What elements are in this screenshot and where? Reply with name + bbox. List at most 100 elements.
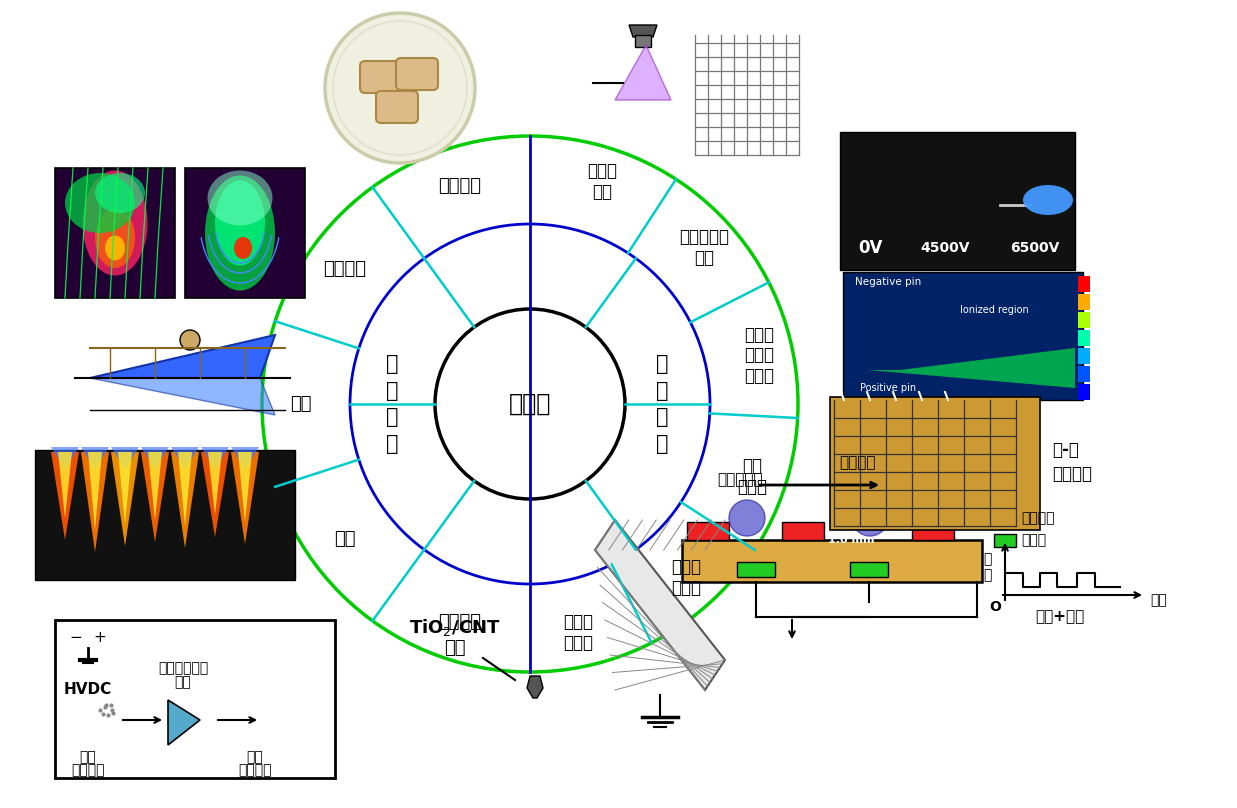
- Text: 温度控制: 温度控制: [323, 260, 366, 279]
- Polygon shape: [111, 452, 139, 546]
- Bar: [635, 35, 651, 47]
- Bar: [54, 620, 335, 778]
- Text: +: +: [94, 630, 106, 645]
- Bar: [1077, 330, 1090, 346]
- Bar: [54, 168, 174, 298]
- Ellipse shape: [215, 180, 265, 266]
- Text: 提高离子风
强度: 提高离子风 强度: [679, 228, 729, 267]
- Polygon shape: [141, 452, 169, 542]
- Polygon shape: [231, 447, 259, 470]
- Polygon shape: [51, 447, 79, 470]
- Ellipse shape: [83, 170, 147, 276]
- Text: 食品干燥: 食品干燥: [438, 177, 481, 196]
- Bar: [912, 522, 954, 540]
- Text: Positive pin: Positive pin: [860, 383, 917, 393]
- Text: 结
构
改
进: 结 构 改 进: [656, 355, 668, 453]
- Text: 防止电
极腐蚀: 防止电 极腐蚀: [564, 613, 594, 652]
- Bar: [850, 562, 888, 577]
- Polygon shape: [118, 452, 132, 524]
- Text: 降低电
压等级: 降低电 压等级: [672, 558, 701, 597]
- Text: 装置
小型化: 装置 小型化: [737, 457, 767, 496]
- Text: 4500V: 4500V: [920, 241, 970, 255]
- Text: −: −: [69, 630, 83, 645]
- Text: TiO$_2$/CNT: TiO$_2$/CNT: [409, 617, 501, 638]
- Text: 6500V: 6500V: [1011, 241, 1060, 255]
- Polygon shape: [58, 452, 72, 518]
- Bar: [1077, 348, 1090, 364]
- Bar: [1077, 312, 1090, 328]
- Polygon shape: [148, 452, 162, 520]
- Polygon shape: [90, 378, 275, 415]
- Polygon shape: [141, 447, 169, 470]
- Text: 线-网
电极单元: 线-网 电极单元: [1051, 441, 1092, 483]
- Text: 等离子体: 等离子体: [839, 456, 876, 470]
- Ellipse shape: [66, 173, 135, 233]
- Polygon shape: [111, 447, 139, 470]
- Text: 网状电极: 网状电极: [239, 763, 272, 777]
- Polygon shape: [628, 25, 657, 37]
- Ellipse shape: [234, 237, 252, 259]
- Polygon shape: [90, 335, 275, 378]
- Ellipse shape: [208, 170, 272, 225]
- Polygon shape: [178, 452, 192, 526]
- Bar: [687, 522, 729, 540]
- Bar: [842, 272, 1084, 400]
- Polygon shape: [200, 452, 229, 537]
- Polygon shape: [80, 447, 109, 470]
- Ellipse shape: [95, 208, 135, 268]
- Circle shape: [852, 500, 888, 536]
- Text: 直流+脉冲: 直流+脉冲: [1035, 609, 1085, 625]
- Text: HVDC: HVDC: [64, 683, 113, 697]
- Text: 出口: 出口: [246, 750, 263, 764]
- Text: 助燃: 助燃: [334, 529, 355, 548]
- Bar: [186, 168, 306, 298]
- Polygon shape: [200, 447, 229, 470]
- Ellipse shape: [105, 235, 125, 260]
- Polygon shape: [615, 45, 670, 100]
- Bar: [995, 512, 1016, 525]
- Polygon shape: [238, 452, 252, 522]
- Polygon shape: [868, 348, 1075, 388]
- Text: 时间: 时间: [1150, 593, 1166, 607]
- Polygon shape: [208, 452, 221, 515]
- Text: 1.0 mm: 1.0 mm: [828, 535, 875, 545]
- Bar: [830, 397, 1040, 530]
- Bar: [1077, 366, 1090, 382]
- Polygon shape: [80, 452, 109, 552]
- Bar: [1077, 294, 1090, 310]
- Text: 颗粒收集: 颗粒收集: [72, 763, 105, 777]
- Text: 应
用
领
域: 应 用 领 域: [386, 355, 398, 453]
- Polygon shape: [595, 520, 725, 690]
- Text: O: O: [990, 600, 1001, 614]
- Polygon shape: [88, 452, 101, 530]
- Text: 电
压: 电 压: [983, 552, 991, 582]
- FancyBboxPatch shape: [360, 61, 402, 93]
- Ellipse shape: [95, 173, 145, 213]
- Text: 入口: 入口: [79, 750, 96, 764]
- Text: 离子风风向: 离子风风向: [717, 473, 763, 487]
- Bar: [995, 534, 1016, 547]
- Polygon shape: [231, 452, 259, 544]
- FancyBboxPatch shape: [376, 91, 418, 123]
- Bar: [840, 132, 1075, 270]
- Polygon shape: [527, 676, 543, 698]
- Text: 离子风激励器: 离子风激励器: [158, 661, 208, 675]
- Text: 高压电极: 高压电极: [1021, 511, 1054, 525]
- Bar: [782, 522, 824, 540]
- Text: 0V: 0V: [857, 239, 882, 257]
- Circle shape: [181, 330, 200, 350]
- Text: 空气净化: 空气净化: [438, 612, 481, 631]
- Text: 涂层: 涂层: [444, 639, 466, 657]
- Bar: [737, 562, 776, 577]
- Circle shape: [729, 500, 764, 536]
- Polygon shape: [171, 452, 199, 548]
- Polygon shape: [168, 700, 200, 745]
- FancyBboxPatch shape: [396, 58, 438, 90]
- Text: 推进: 推进: [291, 395, 312, 413]
- Ellipse shape: [1023, 185, 1072, 215]
- Polygon shape: [51, 452, 79, 540]
- Text: 地电极: 地电极: [1021, 533, 1047, 547]
- Text: 抑制副
产物: 抑制副 产物: [588, 162, 617, 201]
- Text: 离子风: 离子风: [508, 392, 552, 416]
- Circle shape: [325, 13, 475, 163]
